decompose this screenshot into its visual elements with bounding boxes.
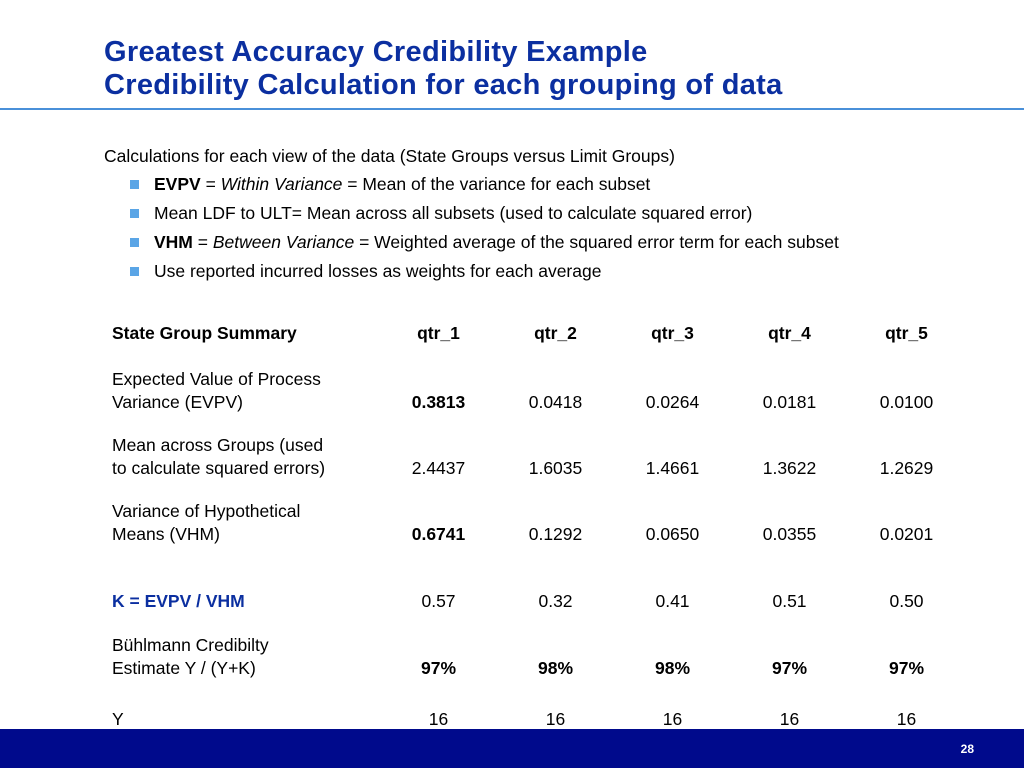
table-row-vhm: Variance of Hypothetical Means (VHM) 0.6… — [102, 486, 965, 552]
table-cell: 0.6741 — [411, 524, 466, 544]
square-bullet-icon — [130, 209, 139, 218]
row-label: K = EVPV / VHM — [112, 591, 245, 611]
bullet-rest: Use reported incurred losses as weights … — [154, 261, 602, 281]
bullet-bold: VHM — [154, 232, 193, 252]
table-cell: 98% — [654, 658, 691, 678]
bullet-mid: = — [200, 174, 221, 194]
bullet-item-vhm: VHM = Between Variance = Weighted averag… — [130, 232, 839, 261]
table-cell: 16 — [545, 709, 566, 729]
table-cell: 97% — [420, 658, 457, 678]
table-cell: 16 — [896, 709, 917, 729]
table-cell: 16 — [662, 709, 683, 729]
table-cell: 0.50 — [889, 591, 924, 611]
table-cell: 0.51 — [772, 591, 807, 611]
slide-title: Greatest Accuracy Credibility Example Cr… — [104, 36, 783, 102]
row-label: Variance of Hypothetical Means (VHM) — [112, 501, 301, 544]
row-label: Y — [112, 709, 124, 729]
square-bullet-icon — [130, 238, 139, 247]
bullet-item-weights: Use reported incurred losses as weights … — [130, 261, 839, 290]
table-row-credibility: Bühlmann Credibilty Estimate Y / (Y+K) 9… — [102, 620, 965, 686]
table-cell: 0.0201 — [879, 524, 934, 544]
table-cell: 0.32 — [538, 591, 573, 611]
table-cell: 16 — [779, 709, 800, 729]
column-header: qtr_3 — [651, 322, 694, 343]
row-label: Bühlmann Credibilty Estimate Y / (Y+K) — [112, 635, 269, 678]
table-row-mean: Mean across Groups (used to calculate sq… — [102, 420, 965, 486]
row-label: Expected Value of Process Variance (EVPV… — [112, 369, 321, 412]
page-number: 28 — [960, 742, 974, 756]
state-group-summary-table: State Group Summary qtr_1 qtr_2 qtr_3 qt… — [102, 312, 965, 736]
table-row-y: Y 16 16 16 16 16 — [102, 686, 965, 736]
bullet-bold: EVPV — [154, 174, 201, 194]
table-cell: 0.0418 — [528, 392, 583, 412]
bullet-rest: = Mean of the variance for each subset — [342, 174, 651, 194]
column-header: qtr_2 — [534, 322, 577, 343]
title-divider — [0, 108, 1024, 110]
table-cell: 0.0355 — [762, 524, 817, 544]
table-cell: 1.2629 — [879, 458, 934, 478]
table-cell: 0.0264 — [645, 392, 700, 412]
table-row-evpv: Expected Value of Process Variance (EVPV… — [102, 354, 965, 420]
table-cell: 1.6035 — [528, 458, 583, 478]
table-header-label: State Group Summary — [112, 322, 297, 343]
bullet-list: EVPV = Within Variance = Mean of the var… — [130, 174, 839, 290]
title-line-2: Credibility Calculation for each groupin… — [104, 69, 783, 101]
table-cell: 0.57 — [421, 591, 456, 611]
footer-bar: 28 — [0, 729, 1024, 768]
table-row-k: K = EVPV / VHM 0.57 0.32 0.41 0.51 0.50 — [102, 552, 965, 620]
square-bullet-icon — [130, 267, 139, 276]
square-bullet-icon — [130, 180, 139, 189]
table-cell: 1.3622 — [762, 458, 817, 478]
title-line-1: Greatest Accuracy Credibility Example — [104, 36, 648, 68]
table-cell: 0.0100 — [879, 392, 934, 412]
table-cell: 97% — [888, 658, 925, 678]
column-header: qtr_4 — [768, 322, 811, 343]
bullet-rest: = Weighted average of the squared error … — [354, 232, 839, 252]
table-cell: 0.41 — [655, 591, 690, 611]
table-cell: 0.0650 — [645, 524, 700, 544]
intro-text: Calculations for each view of the data (… — [104, 146, 675, 166]
bullet-item-mean-ldf: Mean LDF to ULT= Mean across all subsets… — [130, 203, 839, 232]
table-cell: 98% — [537, 658, 574, 678]
bullet-italic: Within Variance — [220, 174, 343, 194]
row-label: Mean across Groups (used to calculate sq… — [112, 435, 326, 478]
bullet-item-evpv: EVPV = Within Variance = Mean of the var… — [130, 174, 839, 203]
bullet-italic: Between Variance — [212, 232, 355, 252]
bullet-mid: = — [192, 232, 213, 252]
table-cell: 0.0181 — [762, 392, 817, 412]
table-cell: 2.4437 — [411, 458, 466, 478]
table-cell: 0.1292 — [528, 524, 583, 544]
column-header: qtr_5 — [885, 322, 928, 343]
table-cell: 0.3813 — [411, 392, 466, 412]
table-cell: 97% — [771, 658, 808, 678]
column-header: qtr_1 — [417, 322, 460, 343]
table-cell: 16 — [428, 709, 449, 729]
bullet-rest: Mean LDF to ULT= Mean across all subsets… — [154, 203, 753, 223]
table-cell: 1.4661 — [645, 458, 700, 478]
table-header-row: State Group Summary qtr_1 qtr_2 qtr_3 qt… — [102, 312, 965, 354]
